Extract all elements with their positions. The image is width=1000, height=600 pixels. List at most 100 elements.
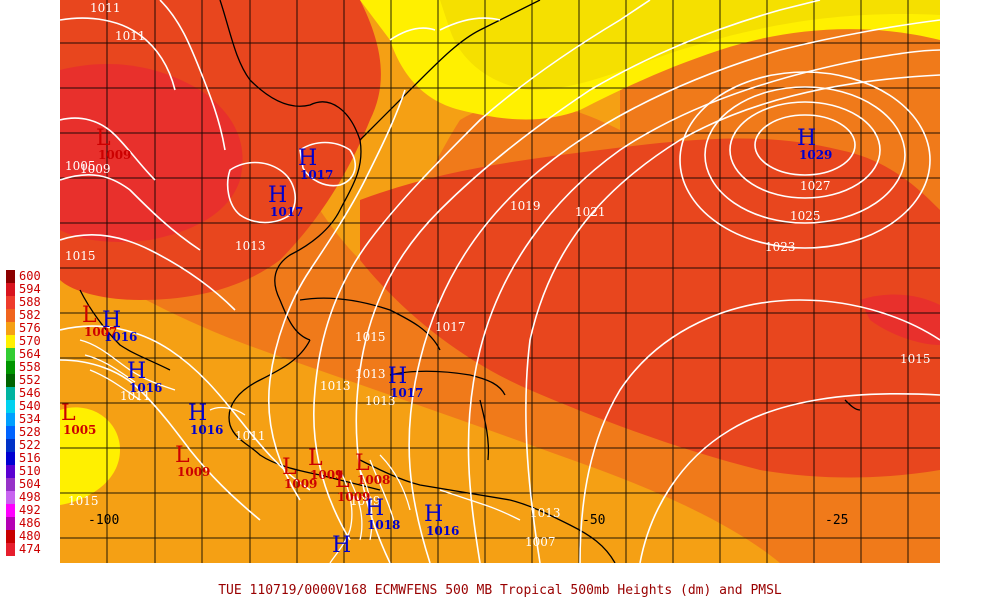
legend-label: 528: [19, 425, 41, 439]
legend-entry: 540: [4, 400, 60, 413]
low-symbol: L: [61, 401, 76, 426]
high-symbol: H: [332, 533, 351, 558]
pressure-value: 1017: [300, 168, 333, 182]
isobar-label: 1009: [80, 162, 111, 176]
legend-swatch: [6, 283, 15, 296]
legend-label: 570: [19, 334, 41, 348]
low-symbol: L: [282, 455, 297, 480]
pressure-value: 1017: [270, 205, 303, 219]
legend-entry: 576: [4, 322, 60, 335]
pressure-value: 1017: [390, 386, 423, 400]
legend-label: 516: [19, 451, 41, 465]
pressure-value: 1016: [426, 524, 459, 538]
legend-swatch: [6, 296, 15, 309]
legend-label: 498: [19, 490, 41, 504]
height-band-570-inner: [440, 0, 940, 90]
low-symbol: L: [335, 468, 350, 493]
legend-entry: 534: [4, 413, 60, 426]
legend-swatch: [6, 400, 15, 413]
height-band-594-us: [60, 64, 243, 242]
map-caption: TUE 110719/0000V168 ECMWFENS 500 MB Trop…: [218, 583, 782, 598]
legend-label: 576: [19, 321, 41, 335]
legend-entry: 594: [4, 283, 60, 296]
legend-label: 510: [19, 464, 41, 478]
longitude-label: -100: [88, 513, 119, 528]
legend-swatch: [6, 426, 15, 439]
pressure-value: 1016: [129, 381, 162, 395]
legend-swatch: [6, 452, 15, 465]
isobar-label: 1015: [900, 352, 931, 366]
legend-entry: 516: [4, 452, 60, 465]
isobar-label: 1007: [525, 535, 556, 549]
isobar-label: 1027: [800, 179, 831, 193]
legend-label: 564: [19, 347, 41, 361]
isobar-label: 1013: [235, 239, 266, 253]
terrain-contours: [79, 339, 521, 563]
legend-entry: 582: [4, 309, 60, 322]
legend-entry: 474: [4, 543, 60, 556]
legend-entry: 498: [4, 491, 60, 504]
pressure-value: 1009: [98, 148, 131, 162]
isobar-label: 1021: [575, 205, 606, 219]
legend-label: 594: [19, 282, 41, 296]
legend-entry: 570: [4, 335, 60, 348]
pressure-value: 1009: [337, 490, 370, 504]
high-symbol: H: [188, 401, 207, 426]
high-symbol: H: [365, 496, 384, 521]
isobar-label: 1015: [65, 249, 96, 263]
legend-label: 486: [19, 516, 41, 530]
legend-label: 474: [19, 542, 41, 556]
legend-swatch: [6, 517, 15, 530]
low-symbol: L: [82, 303, 97, 328]
low-symbol: L: [175, 443, 190, 468]
pressure-value: 1008: [357, 473, 390, 487]
legend-label: 546: [19, 386, 41, 400]
coastlines: [79, 0, 861, 563]
legend-label: 582: [19, 308, 41, 322]
legend-label: 588: [19, 295, 41, 309]
legend-swatch: [6, 530, 15, 543]
high-symbol: H: [127, 359, 146, 384]
legend-label: 534: [19, 412, 41, 426]
isobar-label: 1017: [435, 320, 466, 334]
high-symbol: H: [268, 183, 287, 208]
legend-swatch: [6, 491, 15, 504]
legend-label: 552: [19, 373, 41, 387]
legend-swatch: [6, 322, 15, 335]
legend-entry: 504: [4, 478, 60, 491]
legend-entry: 528: [4, 426, 60, 439]
legend-entry: 564: [4, 348, 60, 361]
pressure-value: 1016: [104, 330, 137, 344]
low-symbol: L: [96, 126, 111, 151]
legend-entry: 492: [4, 504, 60, 517]
low-symbol: L: [308, 446, 323, 471]
isobar-label: 1015: [68, 494, 99, 508]
isobar-label: 1013: [530, 506, 561, 520]
longitude-labels: -100 -50 -25: [88, 513, 848, 528]
isobar-label: 1019: [510, 199, 541, 213]
legend-label: 540: [19, 399, 41, 413]
isobar-label: 1005: [65, 159, 96, 173]
pressure-value: 1018: [367, 518, 400, 532]
pressure-value: 1009: [284, 477, 317, 491]
pressure-value: 1009: [310, 468, 343, 482]
legend-label: 480: [19, 529, 41, 543]
legend-entry: 480: [4, 530, 60, 543]
legend-label: 522: [19, 438, 41, 452]
isobars: [60, 0, 940, 563]
isobar-label: 1011: [90, 1, 121, 15]
legend-entry: 522: [4, 439, 60, 452]
legend-swatch: [6, 465, 15, 478]
legend-swatch: [6, 374, 15, 387]
